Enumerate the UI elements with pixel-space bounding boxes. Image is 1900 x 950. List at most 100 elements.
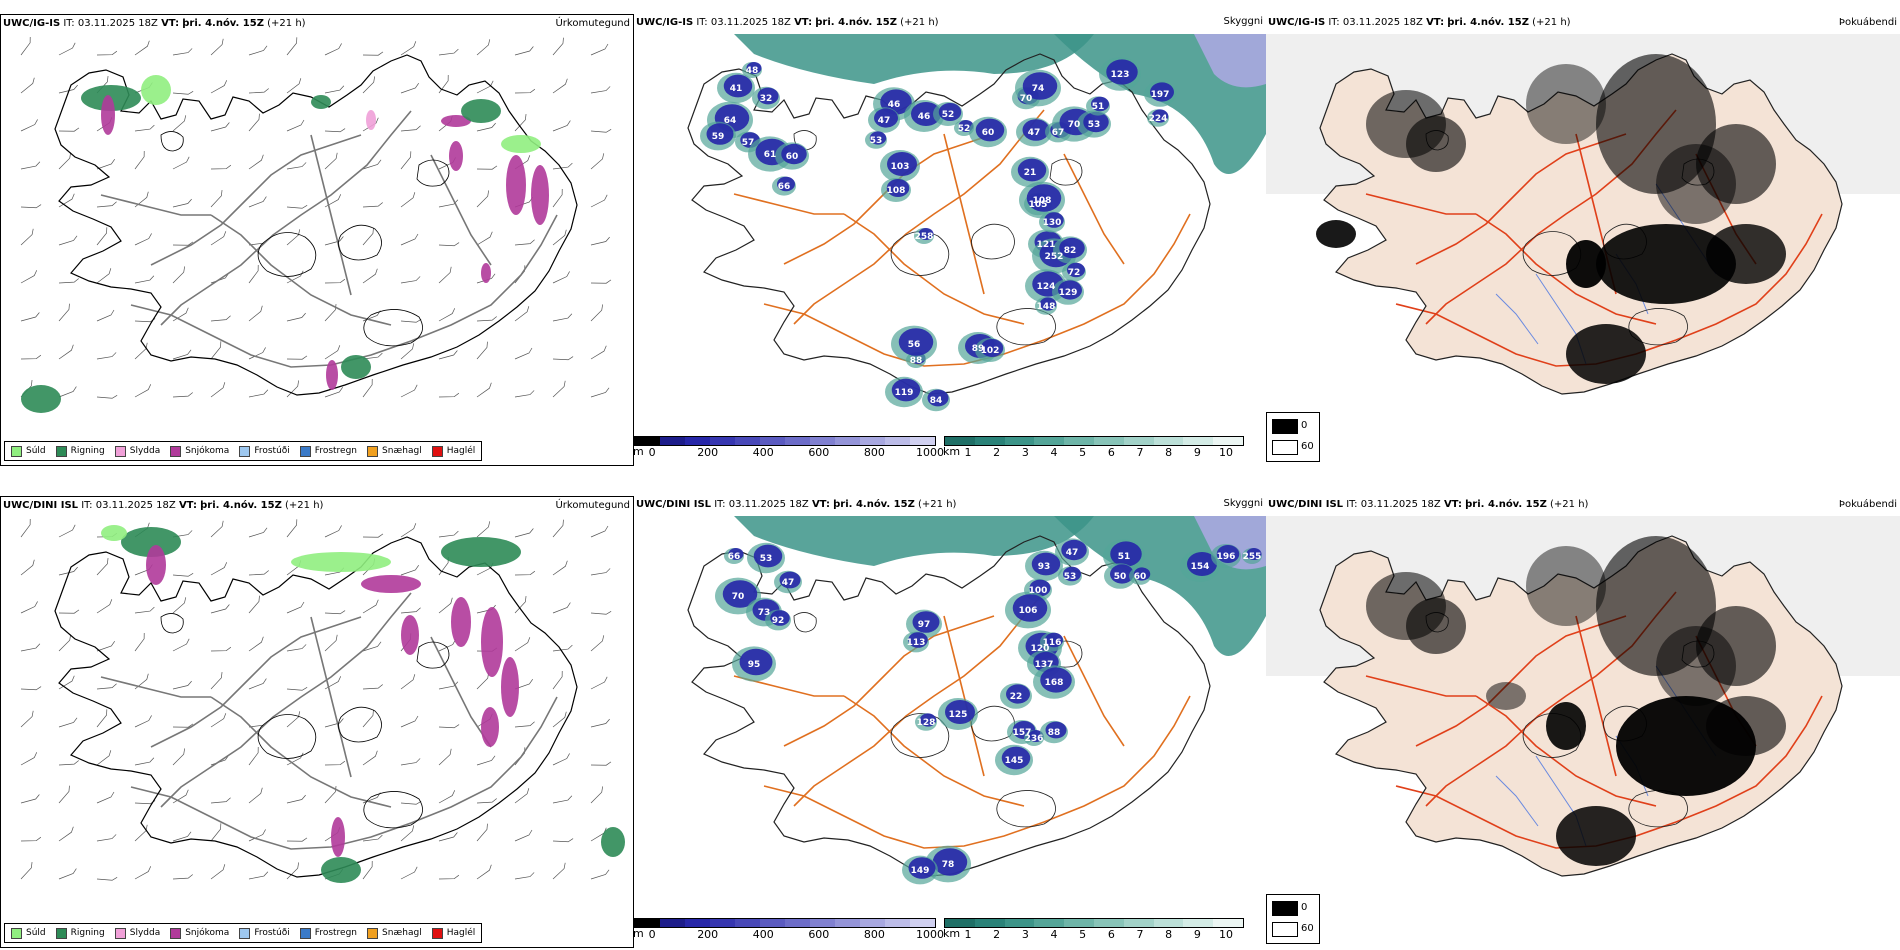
glacier-outline xyxy=(996,790,1056,828)
wind-barb xyxy=(514,347,533,360)
wind-barb xyxy=(248,389,269,398)
ceiling-patch xyxy=(1029,579,1051,597)
colorbar-unit: km xyxy=(943,445,961,458)
wind-barb xyxy=(476,341,488,360)
wind-barb xyxy=(400,674,416,690)
precip-cell xyxy=(291,552,391,572)
wind-barb xyxy=(514,113,527,132)
precip-legend-swatch xyxy=(114,445,126,457)
wind-barb xyxy=(172,198,192,208)
colorbar-unit: m xyxy=(634,445,644,458)
wind-barb xyxy=(514,872,535,880)
wind-barb xyxy=(248,154,264,170)
wind-barb xyxy=(476,190,489,208)
wind-barb xyxy=(286,380,299,398)
colorbar-tick-label: 3 xyxy=(1021,446,1029,459)
wind-barb xyxy=(134,757,155,766)
wind-barb xyxy=(172,874,193,880)
ceiling-patch xyxy=(886,179,910,197)
colorbar-swatch xyxy=(735,919,760,927)
precip-legend-swatch xyxy=(431,927,443,939)
ceiling-value-label: 145 xyxy=(1005,756,1024,766)
wind-barb xyxy=(20,312,40,322)
precip-cell xyxy=(451,597,471,647)
wind-barb xyxy=(552,162,573,170)
wind-barb xyxy=(514,747,526,766)
wind-barb xyxy=(96,50,118,56)
wind-barb xyxy=(58,386,77,398)
colorbar-unit: m xyxy=(634,927,644,940)
ceiling-value-label: 129 xyxy=(1059,288,1078,298)
precip-legend-item: Snjókoma xyxy=(170,445,229,457)
wind-barb xyxy=(20,752,38,766)
lead-time: (+21 h) xyxy=(285,500,324,511)
vt-label: VT: xyxy=(811,499,830,510)
fog-legend-high-swatch xyxy=(1272,419,1298,434)
ceiling-value-label: 46 xyxy=(888,100,901,110)
wind-barb xyxy=(58,344,74,360)
wind-barb xyxy=(20,794,40,804)
it-label: IT: xyxy=(714,499,726,510)
colorbar-tick-label: 800 xyxy=(863,446,885,459)
ceiling-value-label: 252 xyxy=(1045,252,1064,262)
ceiling-value-label: 130 xyxy=(1043,218,1062,228)
ceiling-value-label: 93 xyxy=(1038,562,1051,572)
wind-barb xyxy=(590,387,610,398)
colorbar-swatch xyxy=(885,919,910,927)
precip-cell xyxy=(501,135,541,153)
ceiling-patch xyxy=(908,632,928,648)
ceiling-value-label: 74 xyxy=(1032,84,1045,94)
wind-barb xyxy=(590,304,603,322)
wind-barb xyxy=(438,724,460,729)
ceiling-value-label: 255 xyxy=(1243,552,1262,562)
colorbar-tick-label: 400 xyxy=(752,928,774,941)
wind-barb xyxy=(248,570,269,576)
lead-time: (+21 h) xyxy=(267,18,306,29)
wind-barb xyxy=(134,384,152,398)
colorbar-swatch xyxy=(685,919,710,927)
wind-barb xyxy=(210,864,226,880)
panel-header: UWC/DINI ISL IT: 03.11.2025 18Z VT: þri.… xyxy=(636,499,956,510)
precip-type-panel-bottom: UWC/DINI ISL IT: 03.11.2025 18Z VT: þri.… xyxy=(0,496,634,948)
ceiling-patch xyxy=(908,857,936,879)
colorbar-ticks: 1 2 3 4 5 6 7 8 9 10 xyxy=(944,446,1244,460)
wind-barb xyxy=(476,165,498,170)
colorbar-swatch xyxy=(835,919,860,927)
wind-barb xyxy=(286,686,308,691)
ceiling-value-label: 46 xyxy=(918,112,931,122)
wind-barb xyxy=(552,602,571,614)
wind-barb xyxy=(514,788,530,804)
ceiling-patch xyxy=(1133,567,1151,581)
wind-barb xyxy=(590,718,610,728)
wind-barb xyxy=(20,204,42,209)
panel-header: UWC/IG-IS IT: 03.11.2025 18Z VT: þri. 4.… xyxy=(1268,17,1571,28)
it-label: IT: xyxy=(63,18,75,29)
colorbar-ticks: 1 2 3 4 5 6 7 8 9 10 xyxy=(944,928,1244,942)
wind-barb xyxy=(20,643,41,652)
wind-barb xyxy=(438,748,452,766)
fog-shade xyxy=(1406,598,1466,654)
low-ceiling-area xyxy=(1194,34,1266,88)
wind-barb xyxy=(514,46,534,56)
fog-title: Þokuábendi xyxy=(1838,17,1897,28)
colorbar-tick-label: 6 xyxy=(1107,928,1115,941)
wind-barb xyxy=(324,43,342,56)
visibility-ceiling-panel-bottom: UWC/DINI ISL IT: 03.11.2025 18Z VT: þri.… xyxy=(634,496,1266,948)
fog-shade xyxy=(1566,324,1646,384)
wind-barb xyxy=(172,90,194,95)
ceiling-patch xyxy=(1110,564,1134,584)
vt-value: þri. 4.nóv. 15Z xyxy=(1465,499,1547,510)
ceiling-value-label: 48 xyxy=(746,66,759,76)
it-value: 03.11.2025 18Z xyxy=(728,499,809,510)
precip-cell xyxy=(121,527,181,557)
road-line xyxy=(150,616,362,748)
coastline xyxy=(1319,53,1843,395)
wind-barb xyxy=(286,312,306,322)
precip-legend-item: Haglél xyxy=(431,927,475,939)
ceiling-value-label: 108 xyxy=(887,186,906,196)
ceiling-patch xyxy=(938,103,962,121)
colorbar-swatch xyxy=(1093,919,1124,927)
wind-barb xyxy=(590,525,609,538)
